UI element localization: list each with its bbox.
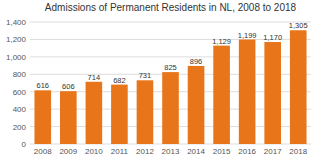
bar — [188, 66, 205, 144]
bar — [213, 46, 230, 144]
chart: Admissions of Permanent Residents in NL,… — [0, 0, 317, 159]
x-tick-label: 2008 — [34, 147, 52, 156]
title: Admissions of Permanent Residents in NL,… — [45, 2, 297, 13]
x-tick-label: 2016 — [238, 147, 256, 156]
data-label: 1,129 — [212, 37, 231, 46]
y-tick-label: 1,200 — [6, 35, 27, 44]
bar — [60, 91, 77, 144]
x-axis: 2008 2009 2010 2011 2012 2013 2014 2015 2016 2017… — [34, 147, 308, 156]
bar — [290, 30, 307, 144]
y-tick-label: 400 — [13, 105, 27, 114]
y-tick-label: 1,400 — [6, 18, 27, 27]
bar — [86, 82, 103, 144]
bar — [162, 72, 179, 144]
x-tick-label: 2014 — [187, 147, 205, 156]
bar — [34, 90, 51, 144]
y-tick-label: 800 — [13, 70, 27, 79]
grid-line — [30, 22, 311, 23]
bar — [239, 40, 256, 144]
x-tick-label: 2017 — [264, 147, 282, 156]
data-label: 616 — [37, 81, 50, 90]
data-label: 1,199 — [238, 31, 257, 40]
x-tick-label: 2012 — [136, 147, 154, 156]
x-tick-label: 2009 — [59, 147, 77, 156]
x-tick-label: 2011 — [111, 147, 129, 156]
y-tick-label: 600 — [13, 88, 27, 97]
data-label: 1,170 — [263, 33, 282, 42]
data-label: 731 — [139, 71, 152, 80]
bar — [111, 85, 128, 144]
y-tick-label: 1,000 — [6, 53, 27, 62]
y-axis: 0 200 400 600 800 1,000 1,200 1,400 — [6, 18, 311, 149]
data-label: 1,305 — [289, 21, 308, 30]
chart-container: Admissions of Permanent Residents in NL,… — [0, 0, 317, 159]
y-tick-label: 200 — [13, 123, 27, 132]
data-label: 714 — [88, 73, 101, 82]
x-tick-label: 2010 — [85, 147, 103, 156]
x-tick-label: 2013 — [162, 147, 180, 156]
x-tick-label: 2015 — [213, 147, 231, 156]
data-label: 896 — [190, 57, 203, 66]
data-label: 606 — [62, 82, 75, 91]
bar — [137, 80, 154, 144]
bars — [34, 30, 306, 144]
data-label: 682 — [113, 76, 126, 85]
data-labels: 616 606 714 682 731 825 896 1,129 1,199 1,170 1,30… — [37, 21, 308, 91]
bar — [264, 42, 281, 144]
y-tick-label: 0 — [22, 140, 27, 149]
x-tick-label: 2018 — [289, 147, 307, 156]
data-label: 825 — [164, 63, 177, 72]
